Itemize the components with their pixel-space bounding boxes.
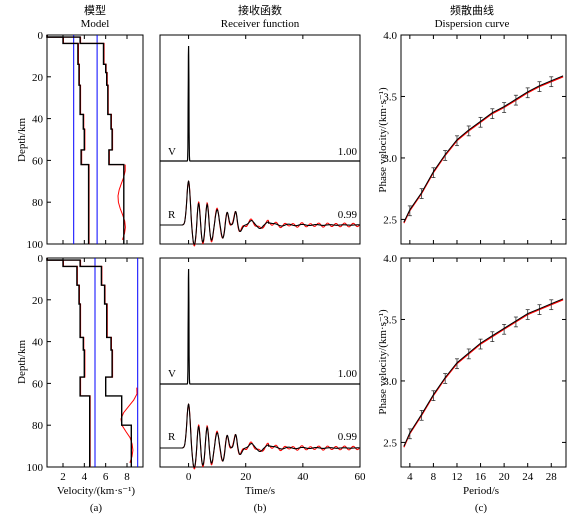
trace-v-label-bottom: V xyxy=(168,368,176,380)
period-tick-label-8: 8 xyxy=(431,471,437,483)
title-c-cn: 频散曲线 xyxy=(450,3,494,17)
phase-tick-label-0-3.0: 3.0 xyxy=(383,153,397,165)
inverted-vs-line-1 xyxy=(46,258,91,467)
time-tick-label-20: 20 xyxy=(240,471,252,483)
phase-velocity-label-top: Phase velocity/(km·s⁻¹) xyxy=(377,87,389,193)
corr-r-bottom: 0.99 xyxy=(338,431,358,443)
rf-v-trace-0 xyxy=(160,45,360,162)
period-tick-label-16: 16 xyxy=(475,471,487,483)
depth-tick-label-0-20: 20 xyxy=(32,72,44,84)
depth-tick-label-1-40: 40 xyxy=(32,337,44,349)
velocity-label: Velocity/(km·s⁻¹) xyxy=(57,485,135,497)
phase-tick-label-1-4.0: 4.0 xyxy=(383,253,397,265)
phase-velocity-label-bottom: Phase velocity/(km·s⁻¹) xyxy=(377,309,389,415)
period-tick-label-12: 12 xyxy=(451,471,462,483)
title-a-en: Model xyxy=(81,18,110,30)
velocity-tick-label-2: 2 xyxy=(60,471,66,483)
depth-label-bottom: Depth/km xyxy=(16,340,28,384)
model-frame-0 xyxy=(46,34,144,245)
trace-v-label-top: V xyxy=(168,146,176,158)
depth-tick-label-0-0: 0 xyxy=(38,30,44,42)
phase-tick-label-0-2.5: 2.5 xyxy=(383,214,397,226)
dispersion-fit-line-1 xyxy=(403,298,564,447)
dispersion-data-line-0 xyxy=(403,76,564,224)
rf-frame-1 xyxy=(159,257,361,468)
period-tick-label-4: 4 xyxy=(407,471,413,483)
time-tick-label-40: 40 xyxy=(297,471,309,483)
time-tick-label-0: 0 xyxy=(186,471,192,483)
true-vs-line-0 xyxy=(47,35,90,244)
depth-tick-label-0-40: 40 xyxy=(32,114,44,126)
phase-tick-label-1-3.0: 3.0 xyxy=(383,376,397,388)
depth-tick-label-0-60: 60 xyxy=(32,155,44,167)
rf-v-trace-1 xyxy=(160,268,360,385)
depth-tick-label-1-60: 60 xyxy=(32,378,44,390)
period-label: Period/s xyxy=(463,485,499,497)
depth-tick-label-1-0: 0 xyxy=(38,253,44,265)
corr-v-top: 1.00 xyxy=(338,146,358,158)
title-b-en: Receiver function xyxy=(221,18,300,30)
panel-label-c: (c) xyxy=(475,502,488,514)
rf-r-fit-trace-1 xyxy=(160,403,360,469)
depth-tick-label-0-100: 100 xyxy=(27,239,44,251)
phase-tick-label-1-3.5: 3.5 xyxy=(383,314,397,326)
corr-r-top: 0.99 xyxy=(338,209,358,221)
phase-tick-label-1-2.5: 2.5 xyxy=(383,437,397,449)
dispersion-data-line-1 xyxy=(403,299,564,448)
phase-tick-label-0-3.5: 3.5 xyxy=(383,91,397,103)
trace-r-label-top: R xyxy=(168,209,176,221)
title-a-cn: 模型 xyxy=(84,3,106,17)
period-tick-label-28: 28 xyxy=(546,471,558,483)
inverted-vs-line-0 xyxy=(46,35,90,244)
period-tick-label-20: 20 xyxy=(499,471,511,483)
rf-r-fit-trace-0 xyxy=(160,180,360,246)
time-tick-label-60: 60 xyxy=(355,471,367,483)
dispersion-fit-line-0 xyxy=(403,75,564,223)
title-b-cn: 接收函数 xyxy=(238,3,282,17)
depth-label-top: Depth/km xyxy=(16,118,28,162)
depth-tick-label-0-80: 80 xyxy=(32,197,44,209)
velocity-tick-label-6: 6 xyxy=(103,471,109,483)
trace-r-label-bottom: R xyxy=(168,431,176,443)
velocity-tick-label-8: 8 xyxy=(124,471,130,483)
period-tick-label-24: 24 xyxy=(522,471,534,483)
inverted-vp-line-1 xyxy=(46,258,132,467)
depth-tick-label-1-20: 20 xyxy=(32,295,44,307)
inverted-vp-line-0 xyxy=(46,35,125,244)
depth-tick-label-1-100: 100 xyxy=(27,462,44,474)
velocity-tick-label-4: 4 xyxy=(82,471,88,483)
depth-tick-label-1-80: 80 xyxy=(32,420,44,432)
dispersion-frame-1 xyxy=(400,257,567,468)
rf-frame-0 xyxy=(159,34,361,245)
panel-label-a: (a) xyxy=(90,502,103,514)
title-c-en: Dispersion curve xyxy=(435,18,510,30)
dispersion-frame-0 xyxy=(400,34,567,245)
corr-v-bottom: 1.00 xyxy=(338,368,358,380)
time-label: Time/s xyxy=(245,485,275,497)
panel-label-b: (b) xyxy=(254,502,267,514)
phase-tick-label-0-4.0: 4.0 xyxy=(383,30,397,42)
